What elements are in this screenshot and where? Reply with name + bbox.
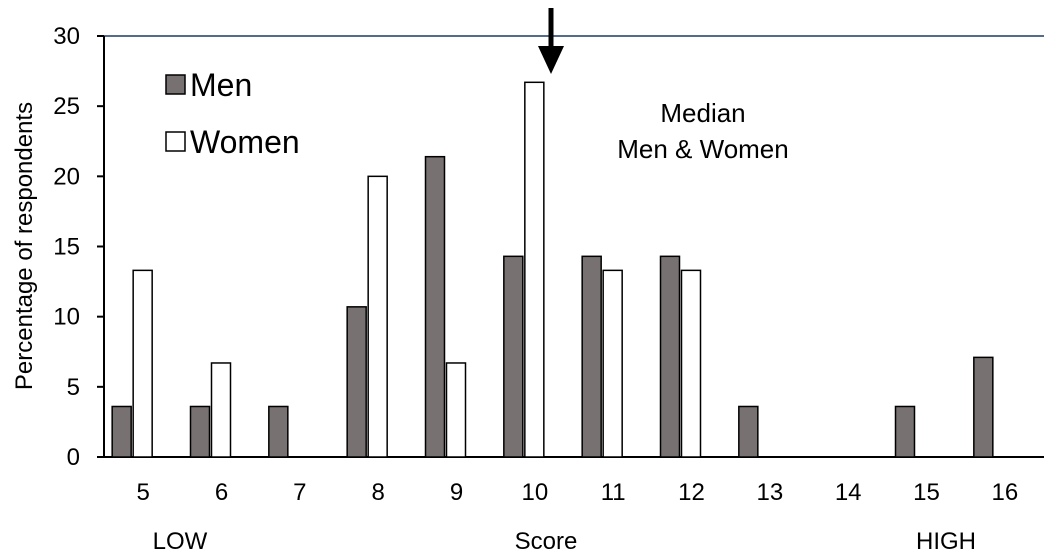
bar-women-9 — [445, 362, 467, 458]
bar-men-10 — [503, 255, 524, 458]
x-tick-label: 5 — [136, 479, 149, 506]
x-tick-label: 9 — [450, 479, 463, 506]
legend-label-women: Women — [190, 124, 300, 160]
legend-swatch-men — [165, 74, 186, 95]
legend-label-men: Men — [190, 67, 252, 103]
bar-women-6 — [210, 362, 232, 458]
x-axis-high-label: HIGH — [916, 528, 976, 555]
y-tick-label: 25 — [53, 93, 80, 120]
bar-men-11 — [581, 255, 602, 458]
x-tick-label: 16 — [991, 479, 1018, 506]
median-annotation-line1: Median — [660, 98, 745, 128]
x-tick-label: 15 — [913, 479, 940, 506]
bars — [111, 81, 994, 458]
bar-men-9 — [424, 155, 446, 458]
y-ticks: 0 5 10 15 20 25 30 — [53, 23, 104, 471]
y-tick-label: 30 — [53, 23, 80, 50]
x-tick-label: 6 — [215, 479, 228, 506]
bar-men-13 — [738, 405, 759, 458]
bar-women-11 — [602, 269, 623, 458]
x-tick-label: 7 — [293, 479, 306, 506]
bar-women-12 — [680, 269, 702, 458]
x-ticks: 5 6 7 8 9 10 11 12 13 14 15 16 — [136, 479, 1018, 506]
median-annotation: Median Men & Women — [538, 8, 789, 164]
bar-men-12 — [659, 255, 681, 458]
bar-men-15 — [894, 405, 916, 458]
bar-men-8 — [346, 306, 367, 458]
median-annotation-line2: Men & Women — [617, 134, 788, 164]
bar-women-10 — [524, 81, 545, 458]
bar-women-5 — [132, 269, 153, 458]
bar-men-6 — [189, 405, 211, 458]
x-tick-label: 8 — [371, 479, 384, 506]
y-tick-label: 20 — [53, 163, 80, 190]
legend: Men Women — [165, 67, 300, 160]
y-axis-title: Percentage of respondents — [11, 102, 38, 390]
x-tick-label: 14 — [835, 479, 862, 506]
x-tick-label: 12 — [678, 479, 705, 506]
y-tick-label: 0 — [67, 444, 80, 471]
median-arrow-head — [538, 46, 564, 74]
x-tick-label: 13 — [756, 479, 783, 506]
x-axis-title: Score — [515, 528, 578, 555]
x-tick-label: 11 — [601, 479, 626, 506]
x-axis-low-label: LOW — [153, 528, 208, 555]
y-tick-label: 10 — [53, 304, 80, 331]
x-tick-label: 10 — [521, 479, 548, 506]
legend-swatch-women — [165, 131, 186, 152]
bar-men-7 — [268, 405, 289, 458]
bar-men-5 — [111, 405, 132, 458]
y-tick-label: 15 — [53, 234, 80, 261]
bar-women-8 — [367, 175, 388, 458]
y-tick-label: 5 — [67, 374, 80, 401]
bar-men-16 — [973, 356, 994, 458]
